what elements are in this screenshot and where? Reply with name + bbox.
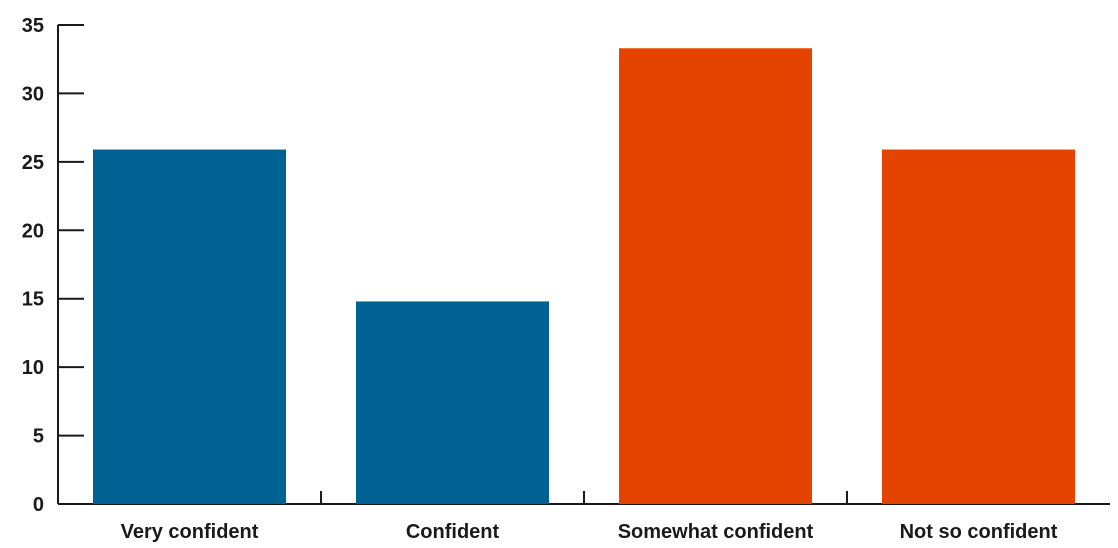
bar-confident xyxy=(356,301,549,504)
category-labels: Very confident Confident Somewhat confiden… xyxy=(121,521,1058,543)
y-tick-label: 30 xyxy=(22,83,44,105)
x-category-label: Very confident xyxy=(121,521,259,543)
y-tick-label: 20 xyxy=(22,220,44,242)
x-category-label: Confident xyxy=(406,521,500,543)
y-tick-label: 35 xyxy=(22,15,44,37)
y-axis: 0 5 10 15 20 25 30 35 xyxy=(22,15,84,516)
bar-somewhat-confident xyxy=(619,48,812,504)
bar-very-confident xyxy=(93,149,286,505)
y-tick-label: 0 xyxy=(33,494,44,516)
bars xyxy=(93,48,1075,505)
bar-not-so-confident xyxy=(882,149,1075,505)
y-tick-label: 25 xyxy=(22,152,44,174)
y-tick-label: 5 xyxy=(33,426,44,448)
x-category-label: Somewhat confident xyxy=(618,521,814,543)
y-tick-label: 15 xyxy=(22,289,44,311)
x-category-label: Not so confident xyxy=(900,521,1058,543)
y-tick-label: 10 xyxy=(22,357,44,379)
